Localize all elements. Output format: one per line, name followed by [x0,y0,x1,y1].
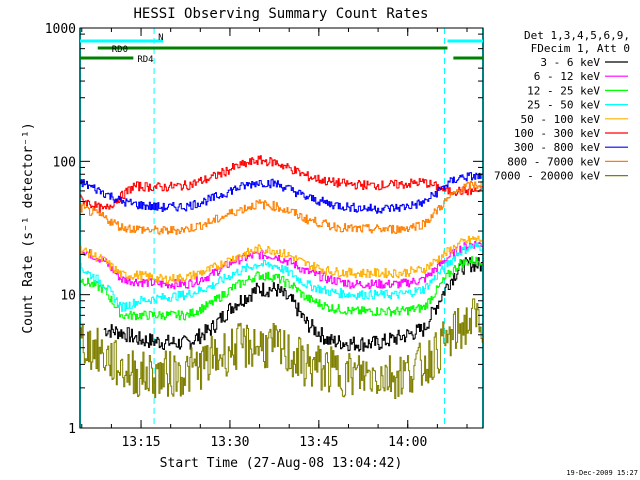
y-tick-label: 1000 [45,22,76,37]
legend-label: 800 - 7000 keV [507,155,600,168]
legend-label: 300 - 800 keV [514,141,600,154]
axes: 13:15 13:30 13:45 14:00 1 10 100 1000 [45,22,483,450]
series-5 [80,235,483,285]
footer-timestamp: 19-Dec-2009 15:27 [566,469,638,477]
plot-frame [79,27,484,429]
legend-label: 100 - 300 keV [514,127,600,140]
series-8 [80,180,483,235]
series-line [80,235,483,285]
legend-label: 50 - 100 keV [521,113,601,126]
series-1 [103,257,483,352]
plot-area [79,28,484,428]
series-line [80,155,483,213]
y-tick-label: 10 [60,289,76,304]
x-tick-label: 13:45 [299,435,338,450]
y-tick-label: 100 [53,155,76,170]
legend-label: 3 - 6 keV [540,56,600,69]
flag-label: RD4 [137,55,153,65]
series-line [80,256,483,321]
y-axis-label: Count Rate (s⁻¹ detector⁻¹) [21,122,36,333]
series-line [80,241,483,290]
flag-label: N [158,33,163,43]
legend-title-1: Det 1,3,4,5,6,9, [524,29,630,42]
x-tick-label: 14:00 [388,435,427,450]
legend-title-2: FDecim 1, Att 0 [531,42,630,55]
series-line [103,257,483,352]
series-line [80,180,483,235]
series-line [80,172,483,214]
flag-label: RD0 [112,45,128,55]
x-tick-label: 13:15 [121,435,160,450]
y-tick-label: 1 [68,422,76,437]
legend-label: 7000 - 20000 keV [494,170,600,183]
flag-bars: N RD0 RD4 [80,33,483,65]
legend-label: 6 - 12 keV [534,70,601,83]
legend-label: 25 - 50 keV [527,99,600,112]
series-line [80,242,483,312]
chart-title: HESSI Observing Summary Count Rates [133,6,428,22]
series-2 [80,241,483,290]
x-axis-label: Start Time (27-Aug-08 13:04:42) [160,456,403,471]
x-tick-label: 13:30 [210,435,249,450]
series-4 [80,242,483,312]
legend-label: 12 - 25 keV [527,84,600,97]
series-7 [80,172,483,214]
series-line [80,298,483,399]
series-9 [80,298,483,399]
series-6 [80,155,483,213]
series-3 [80,256,483,321]
